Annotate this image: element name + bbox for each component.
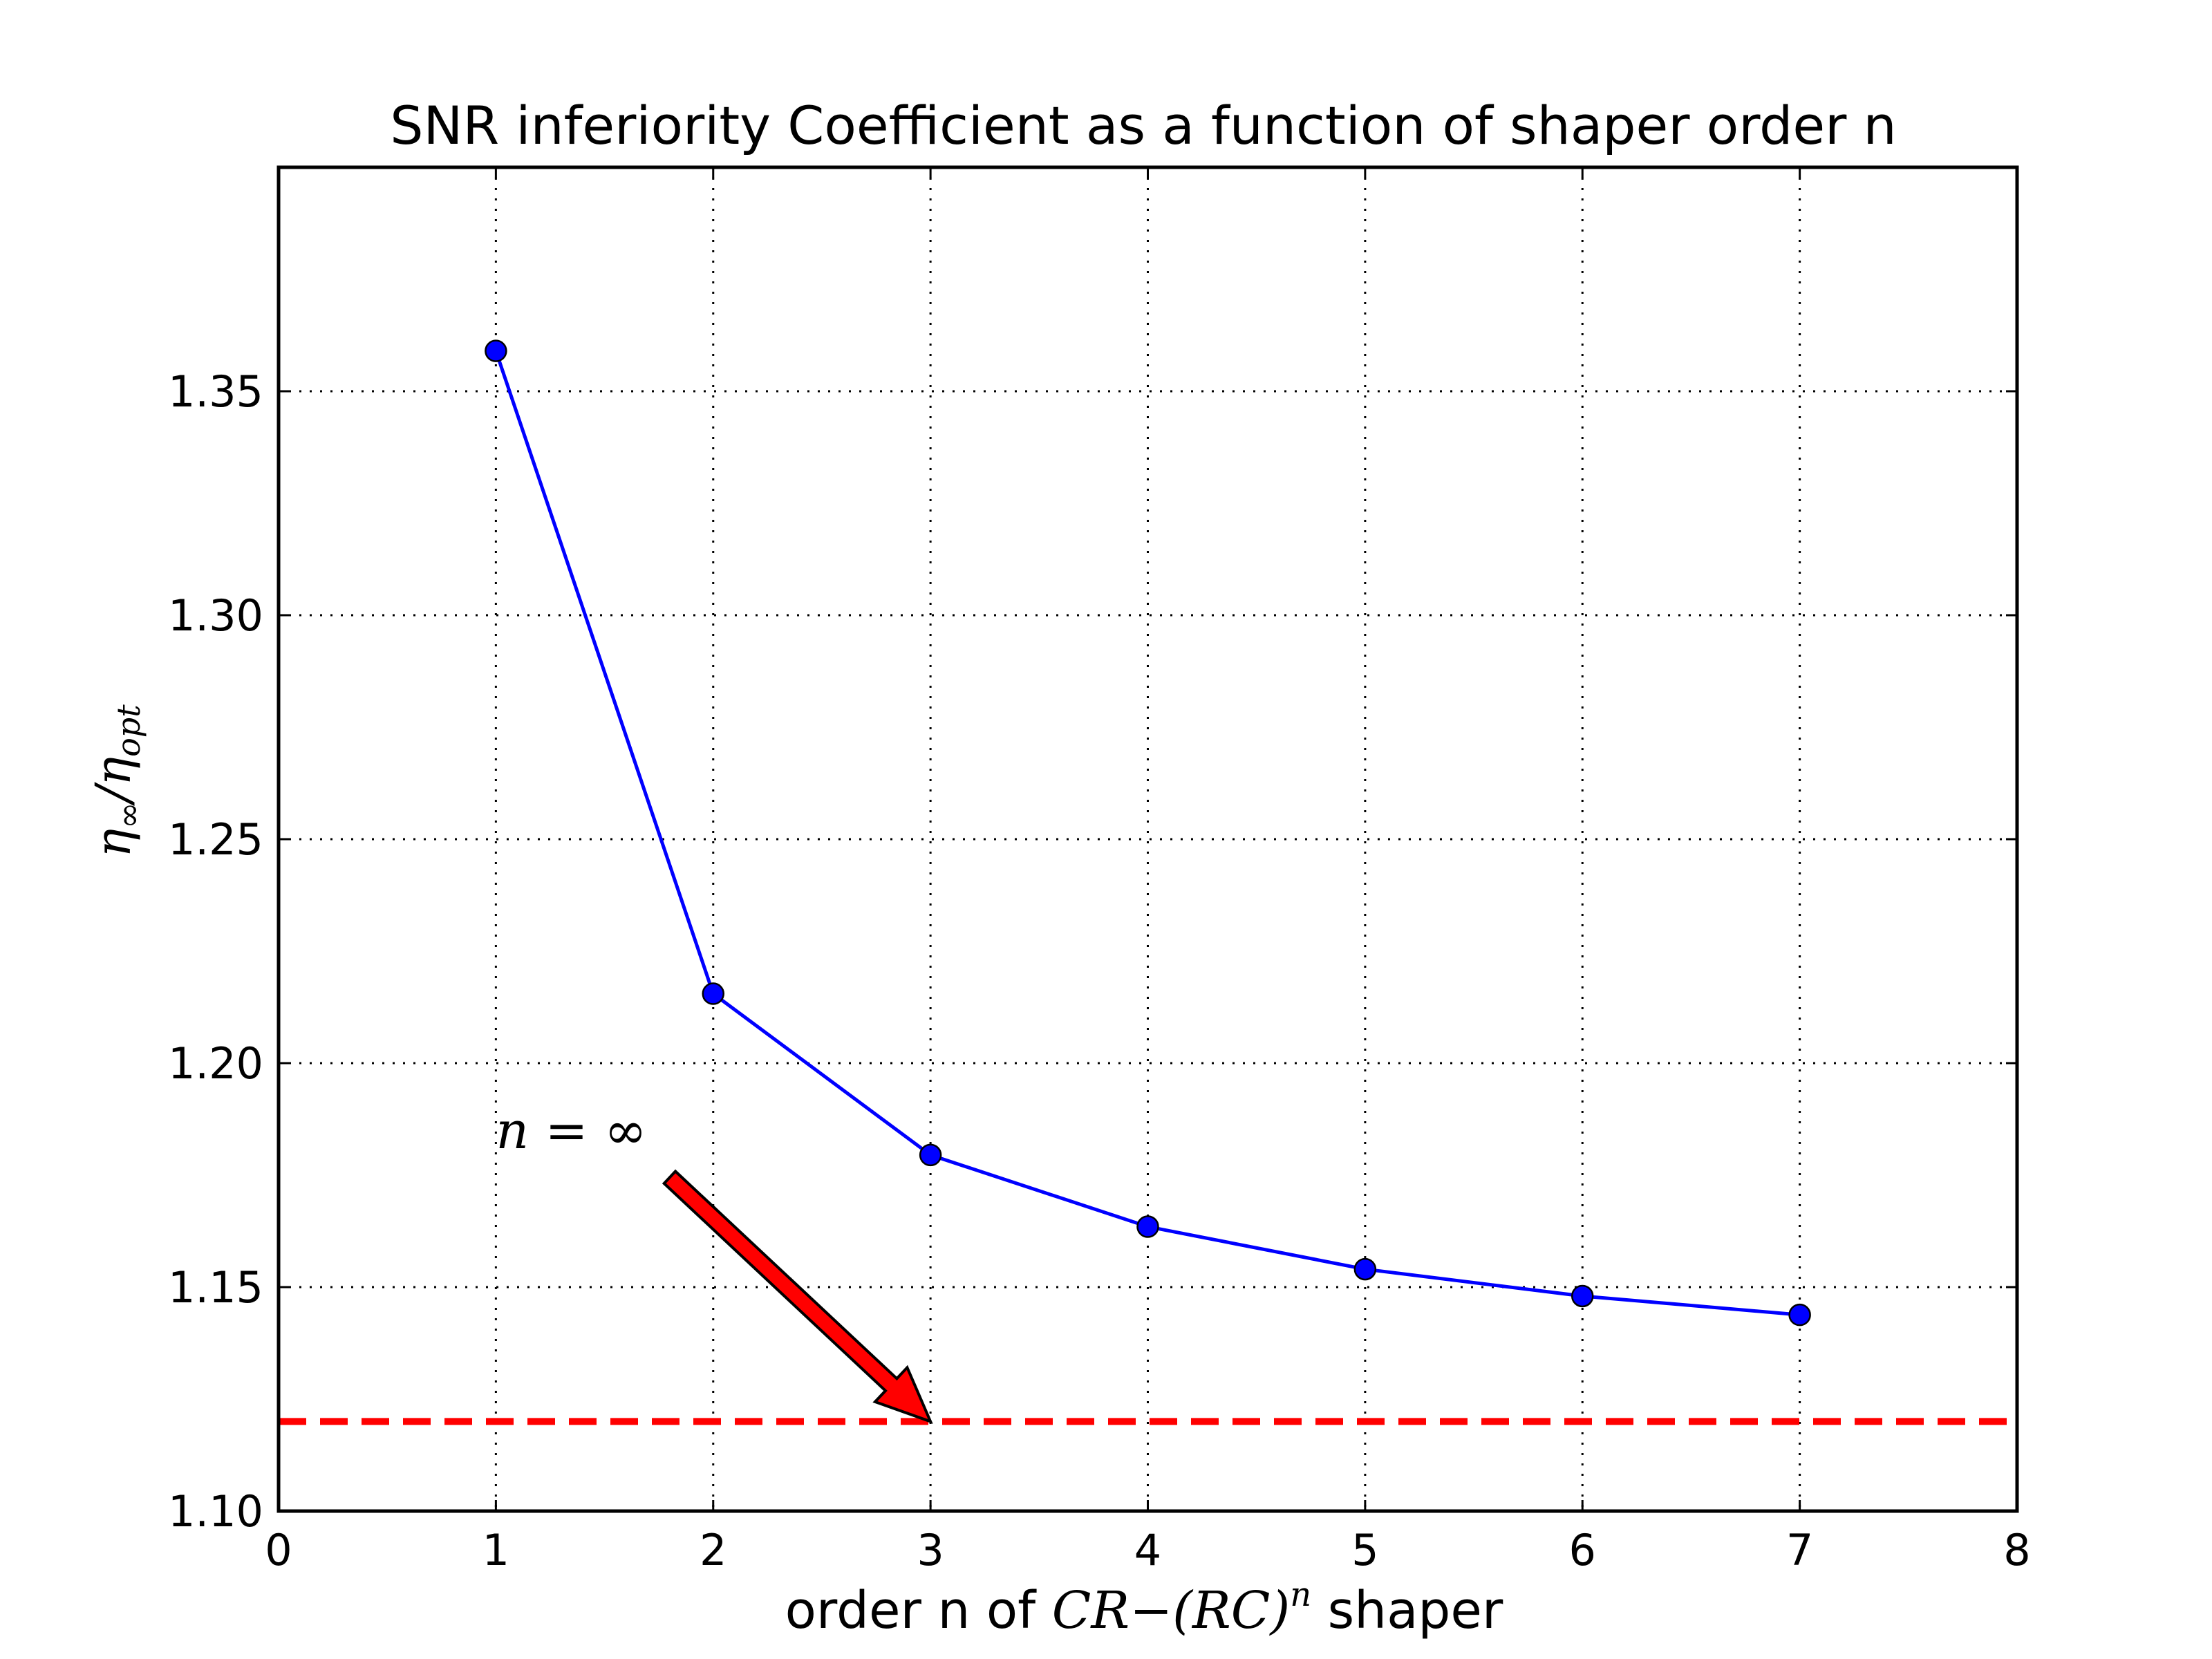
y-tick-label: 1.15 — [168, 1262, 263, 1313]
ticks: 0 1 2 3 4 5 6 7 8 1.10 1.15 1.20 1.25 1.30 1.35 — [168, 167, 2031, 1575]
data-point — [919, 1143, 942, 1167]
data-point — [1788, 1303, 1811, 1327]
x-tick-label: 1 — [482, 1525, 509, 1575]
annotation-arrow — [662, 1169, 933, 1424]
x-tick-label: 6 — [1569, 1525, 1596, 1575]
y-axis-label-eta: η — [85, 829, 142, 858]
x-axis-label-prefix: order n of — [785, 1581, 1052, 1640]
annotation-text: n = ∞ — [496, 1101, 646, 1161]
x-axis-label: order n of CR−(RC)n shaper — [785, 1575, 1503, 1640]
x-axis-label-superscript: n — [1290, 1575, 1311, 1614]
x-axis-label-suffix: shaper — [1311, 1581, 1503, 1640]
y-tick-label: 1.35 — [168, 366, 263, 417]
y-tick-label: 1.30 — [168, 590, 263, 641]
y-tick-label: 1.25 — [168, 814, 263, 865]
data-point — [1353, 1257, 1377, 1281]
x-tick-label: 7 — [1786, 1525, 1813, 1575]
x-tick-label: 2 — [700, 1525, 727, 1575]
y-tick-label: 1.10 — [168, 1486, 263, 1537]
y-axis-label: η∞/ηopt — [85, 704, 147, 858]
data-point — [1571, 1284, 1594, 1308]
y-axis-label-sub-opt: opt — [110, 704, 147, 757]
y-tick-label: 1.20 — [168, 1038, 263, 1089]
data-point — [485, 339, 507, 362]
x-tick-label: 8 — [2003, 1525, 2030, 1575]
x-tick-label: 5 — [1351, 1525, 1378, 1575]
data-point — [1136, 1215, 1159, 1238]
data-point — [702, 982, 724, 1005]
x-axis-label-math: CR−(RC) — [1052, 1581, 1290, 1640]
x-tick-label: 4 — [1134, 1525, 1161, 1575]
y-axis-label-sub-inf: ∞ — [110, 802, 147, 828]
chart-title: SNR inferiority Coefficient as a functio… — [390, 95, 1896, 156]
x-tick-label: 3 — [917, 1525, 944, 1575]
series-layer — [485, 339, 1811, 1327]
y-axis-label-eta-2: η — [85, 757, 142, 786]
x-tick-label: 0 — [265, 1525, 292, 1575]
annotation-layer: n = ∞ — [496, 1101, 933, 1424]
